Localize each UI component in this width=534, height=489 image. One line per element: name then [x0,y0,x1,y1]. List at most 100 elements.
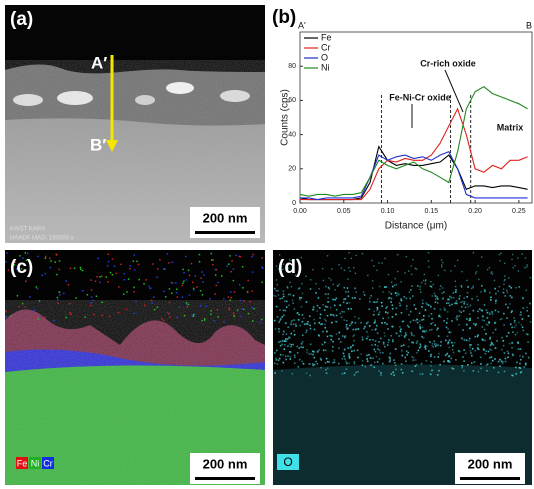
speckle [413,357,415,359]
speckle [346,328,348,330]
speckle [289,343,291,345]
panel-a: (a) A′ B′ KAIST KARA HAADF MAG: 160000 x… [5,5,265,243]
legend-label: Ni [31,458,40,468]
speckle [163,291,165,293]
speckle [447,336,449,338]
speckle [37,318,39,320]
speckle [321,323,323,325]
speckle [367,321,369,323]
speckle [292,344,294,346]
speckle [373,265,374,266]
speckle [75,297,77,299]
speckle [472,348,474,350]
speckle [42,275,44,277]
speckle [231,297,233,299]
speckle [369,339,371,341]
speckle [55,254,57,256]
speckle [425,283,426,284]
speckle [471,355,473,357]
speckle [490,349,492,351]
speckle [456,317,458,319]
speckle [279,319,281,321]
speckle [441,292,443,294]
speckle [146,279,148,281]
speckle [395,314,397,316]
speckle [446,302,448,304]
speckle [384,332,386,334]
speckle [285,340,287,342]
speckle [443,361,445,363]
speckle [151,303,153,305]
speckle [355,322,357,324]
speckle [301,343,303,345]
speckle [183,272,185,274]
speckle [474,361,476,363]
speckle [449,332,451,334]
speckle [431,295,433,297]
speckle [431,329,433,331]
speckle [278,341,280,343]
speckle [470,350,472,352]
speckle [511,259,512,260]
speckle [242,266,244,268]
speckle [278,331,280,333]
speckle [326,372,328,374]
speckle [348,291,350,293]
speckle [450,358,452,360]
speckle [463,349,465,351]
marker: A′ [91,53,107,72]
marker: B′ [90,135,106,154]
speckle [472,285,474,287]
speckle [319,317,321,319]
speckle [447,318,449,320]
speckle [450,332,452,334]
speckle [406,308,408,310]
speckle [118,286,120,288]
speckle [336,315,338,317]
speckle [343,319,345,321]
speckle [133,287,135,289]
speckle [485,350,487,352]
speckle [370,357,372,359]
speckle [167,312,169,314]
speckle [216,309,218,311]
speckle [291,373,293,375]
speckle [502,292,503,293]
scale-bar-label: 200 nm [468,456,513,471]
speckle [489,267,490,268]
speckle [454,265,455,266]
speckle [292,299,294,301]
speckle [292,302,294,304]
speckle [348,355,350,357]
speckle [288,326,290,328]
speckle [301,361,303,363]
speckle [285,355,287,357]
speckle [448,302,450,304]
speckle [523,366,525,368]
speckle [510,295,512,297]
speckle [416,319,418,321]
speckle [210,313,212,315]
speckle [332,350,334,352]
speckle [463,310,465,312]
speckle [461,338,463,340]
speckle [434,308,436,310]
speckle [234,291,236,293]
speckle [519,363,521,365]
speckle [59,291,61,293]
speckle [339,332,341,334]
speckle [428,304,430,306]
speckle [313,319,315,321]
speckle [344,287,345,288]
speckle [325,286,327,288]
speckle [517,257,518,258]
speckle [327,367,329,369]
speckle [107,281,109,283]
speckle [324,327,326,329]
speckle [416,364,418,366]
speckle [415,268,416,269]
speckle [45,256,47,258]
speckle [356,255,357,256]
speckle [404,335,406,337]
speckle [448,347,450,349]
